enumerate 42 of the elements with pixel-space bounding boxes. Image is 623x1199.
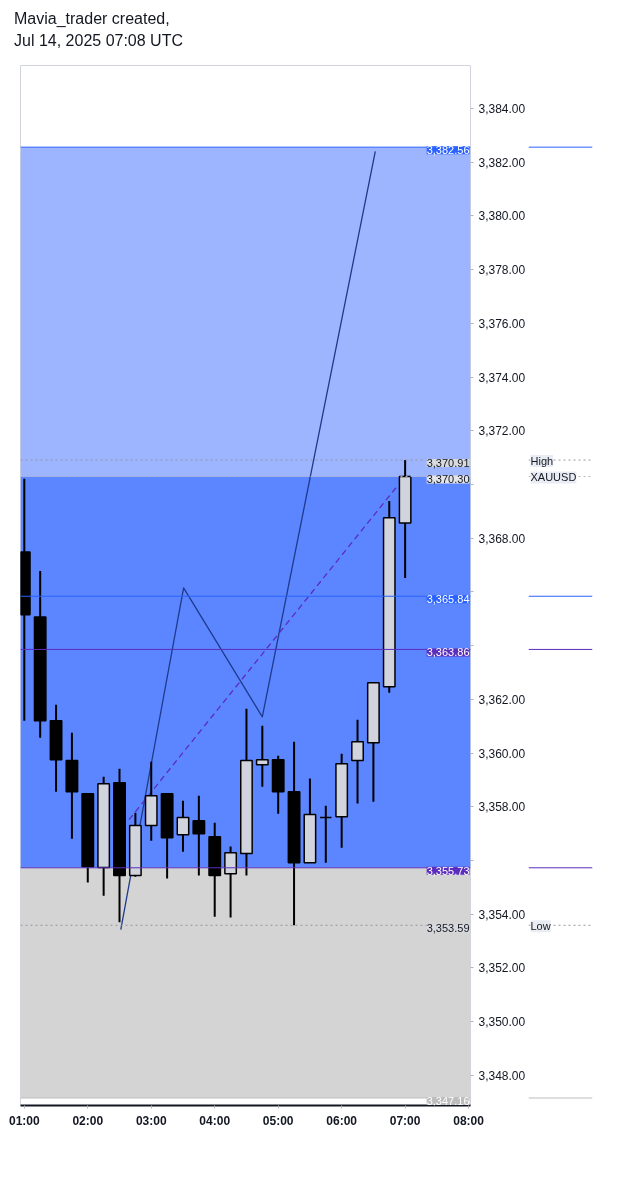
x-tick-label: 02:00	[72, 1113, 104, 1128]
ref-line-label: 3,355.73	[426, 864, 470, 877]
y-tick-label: 3,352.00	[478, 961, 526, 976]
ref-line-label: 3,363.86	[426, 646, 470, 659]
x-tick-label: 08:00	[453, 1113, 485, 1128]
x-tick-label: 05:00	[262, 1113, 294, 1128]
chart-title: Mavia_trader created,	[14, 10, 170, 27]
ref-line-label: 3,370.30	[426, 473, 470, 486]
x-tick-label: 07:00	[389, 1113, 421, 1128]
text: High	[530, 455, 554, 468]
x-tick-label: 04:00	[199, 1113, 231, 1128]
y-tick-label: 3,382.00	[478, 155, 526, 170]
y-tick-label: 3,376.00	[478, 316, 526, 331]
y-tick-label: 3,358.00	[478, 800, 526, 815]
ref-line-label: 3,353.59	[426, 922, 470, 935]
y-tick-label: 3,362.00	[478, 692, 526, 707]
y-tick-label: 3,360.00	[478, 746, 526, 761]
candlestick	[176, 799, 190, 853]
y-tick-label: 3,380.00	[478, 209, 526, 224]
y-tick-label: 3,372.00	[478, 424, 526, 439]
candlestick	[255, 724, 269, 788]
chart-subtitle: Jul 14, 2025 07:08 UTC	[14, 32, 183, 49]
y-tick-label: 3,348.00	[478, 1068, 526, 1083]
y-tick-label: 3,374.00	[478, 370, 526, 385]
ref-line-label: 3,370.91	[426, 457, 470, 470]
y-tick-label: 3,384.00	[478, 101, 526, 116]
ref-line-label: 3,347.16	[426, 1094, 470, 1107]
ref-line-label: 3,365.84	[426, 593, 470, 606]
ref-line-label: 3,382.56	[426, 144, 470, 157]
candlestick	[192, 794, 206, 877]
y-tick-label: 3,354.00	[478, 907, 526, 922]
y-tick-label: 3,350.00	[478, 1015, 526, 1030]
candlestick	[319, 804, 333, 864]
text: Low	[530, 920, 551, 933]
x-tick-label: 01:00	[8, 1113, 40, 1128]
y-tick-label: 3,378.00	[478, 263, 526, 278]
candlestick	[351, 718, 364, 805]
line-series	[120, 150, 376, 931]
x-tick-label: 06:00	[326, 1113, 358, 1128]
y-tick-label: 3,368.00	[478, 531, 526, 546]
text: XAUUSD	[530, 471, 577, 484]
x-tick-label: 03:00	[135, 1113, 167, 1128]
